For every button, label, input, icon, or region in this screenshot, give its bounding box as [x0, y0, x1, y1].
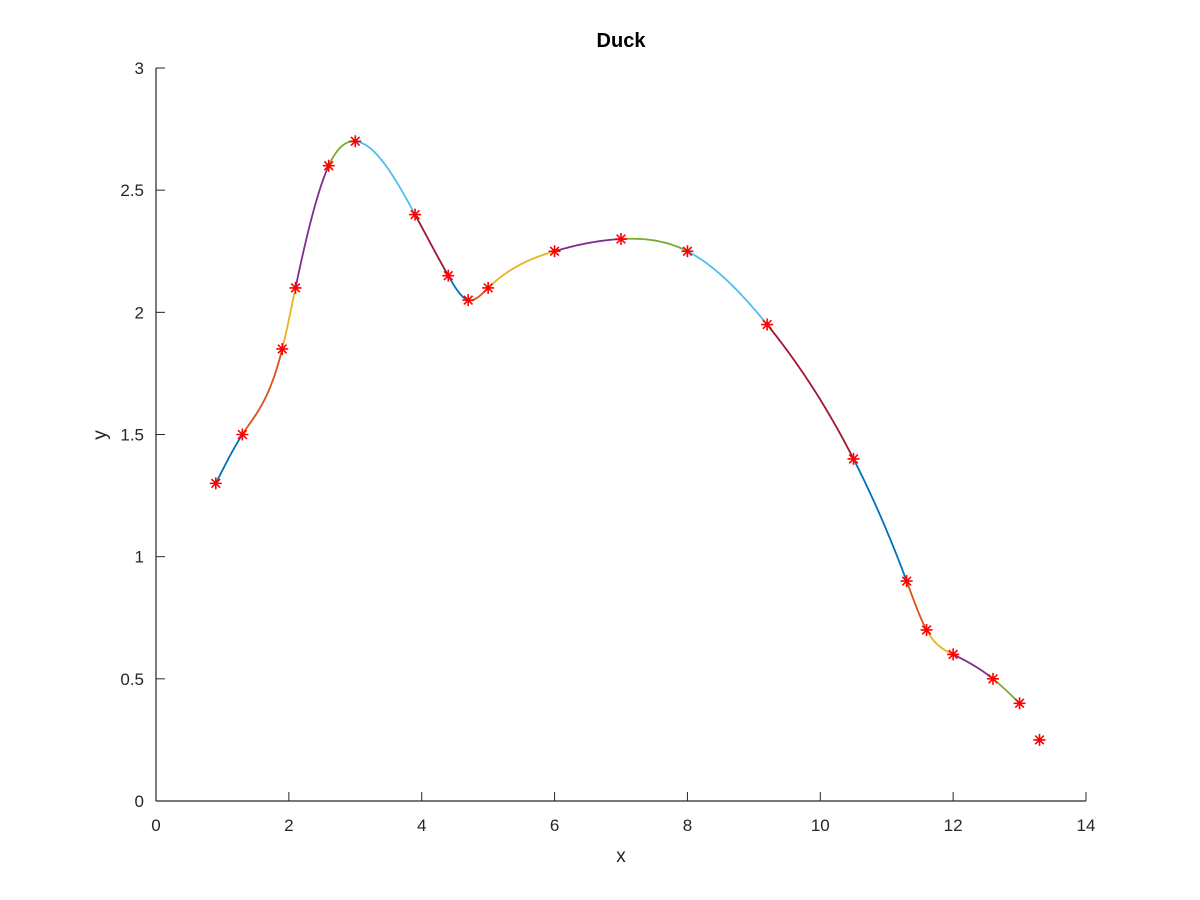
- data-point-marker: [209, 477, 222, 490]
- spline-segment: [447, 275, 469, 301]
- y-tick-label: 2.5: [120, 181, 144, 200]
- data-point-marker: [681, 245, 694, 258]
- y-tick-label: 3: [135, 59, 144, 78]
- spline-segment: [487, 250, 555, 289]
- data-point-marker: [615, 233, 627, 246]
- data-point-marker: [900, 575, 913, 588]
- y-tick-label: 2: [135, 303, 144, 322]
- spline-segment: [952, 653, 994, 680]
- x-tick-label: 6: [550, 816, 559, 835]
- x-tick-label: 14: [1077, 816, 1096, 835]
- spline-segment: [554, 238, 622, 253]
- spline-segment: [355, 140, 416, 216]
- spline-segment: [214, 434, 244, 484]
- data-point-marker: [987, 672, 999, 685]
- data-point-marker: [442, 269, 455, 282]
- x-axis-label: x: [616, 846, 626, 867]
- spline-segment: [925, 629, 954, 656]
- spline-segment: [414, 214, 450, 277]
- y-axis-label: y: [90, 430, 111, 440]
- data-point-marker: [1013, 697, 1026, 710]
- data-point-marker: [548, 245, 561, 258]
- spline-segment: [766, 323, 855, 460]
- data-point-marker: [289, 281, 302, 294]
- spline-segment: [241, 348, 284, 435]
- data-point-marker: [847, 452, 860, 465]
- y-tick-label: 1.5: [120, 426, 144, 445]
- data-point-marker: [409, 208, 422, 221]
- data-point-marker: [761, 318, 774, 331]
- plot-area: 0 2 4 6 8 10 12 14 0 0.5 1 1.5 2 2.5 3: [120, 59, 1095, 835]
- x-tick-label: 8: [683, 816, 692, 835]
- spline-segment: [281, 287, 297, 350]
- data-point-marker: [482, 281, 495, 294]
- x-tick-label: 0: [151, 816, 160, 835]
- data-point-marker: [1033, 733, 1046, 746]
- x-tick-label: 10: [811, 816, 830, 835]
- spline-segment: [905, 580, 928, 631]
- y-tick-label: 0.5: [120, 670, 144, 689]
- data-point-marker: [947, 648, 960, 661]
- data-point-marker: [276, 342, 289, 355]
- chart-title: Duck: [597, 30, 647, 52]
- y-tick-label: 1: [135, 548, 144, 567]
- x-tick-label: 12: [944, 816, 963, 835]
- x-tick-label: 2: [284, 816, 293, 835]
- x-tick-label: 4: [417, 816, 426, 835]
- spline-segment: [294, 165, 330, 289]
- spline-segment: [687, 250, 768, 326]
- data-point-marker: [349, 135, 362, 148]
- spline-segment: [852, 458, 908, 582]
- data-point-marker: [322, 159, 335, 172]
- data-point-marker: [462, 294, 475, 307]
- spline-segment: [620, 237, 688, 253]
- y-tick-label: 0: [135, 792, 144, 811]
- data-point-marker: [236, 428, 249, 441]
- data-point-marker: [920, 623, 933, 636]
